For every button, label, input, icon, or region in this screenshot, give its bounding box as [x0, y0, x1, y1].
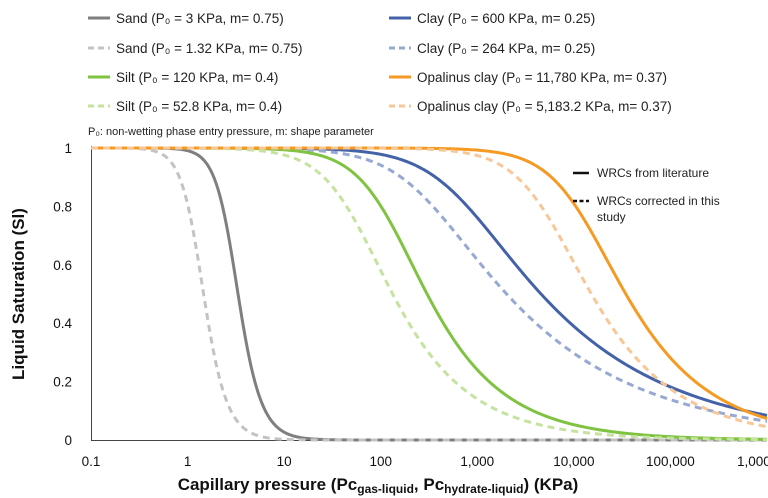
x-tick-label: 0.1: [82, 454, 101, 469]
series-layer: [91, 148, 767, 440]
y-tick-label: 0.4: [53, 316, 72, 331]
y-tick-label: 0: [64, 433, 72, 448]
x-tick-label: 10: [277, 454, 292, 469]
x-title-pc1: Pc: [336, 475, 357, 494]
inner-legend-label: WRCs corrected in this: [597, 194, 720, 208]
series-line: [91, 148, 767, 427]
x-title-sub1: gas-liquid: [357, 482, 414, 496]
x-title-sep: ,: [414, 475, 423, 494]
x-tick-label: 1,000: [460, 454, 494, 469]
legend-label: Opalinus clay (P₀ = 11,780 KPa, m= 0.37): [417, 70, 667, 85]
series-line: [91, 148, 767, 440]
plot-area: 0.1 1 10 100 1,000 10,000 100,000 1,000,000 0 0.…: [53, 141, 768, 469]
x-tick-label: 1,000,000: [737, 454, 768, 469]
x-tick-label: 100,000: [646, 454, 695, 469]
x-tick-label: 100: [369, 454, 392, 469]
legend-label: Silt (P₀ = 120 KPa, m= 0.4): [116, 70, 278, 85]
x-title-prefix: Capillary pressure (: [178, 475, 337, 494]
legend: Sand (P₀ = 3 KPa, m= 0.75) Clay (P₀ = 600…: [88, 11, 672, 114]
x-tick-label: 1: [184, 454, 192, 469]
legend-label: Opalinus clay (P₀ = 5,183.2 KPa, m= 0.37…: [417, 99, 672, 114]
parameter-note: P₀: non-wetting phase entry pressure, m:…: [88, 126, 374, 138]
y-tick-label: 0.8: [53, 199, 72, 214]
y-tick-label: 0.2: [53, 375, 72, 390]
legend-label: Sand (P₀ = 1.32 KPa, m= 0.75): [116, 41, 302, 56]
series-line: [91, 148, 767, 421]
series-line: [91, 148, 767, 415]
series-line: [91, 148, 767, 440]
y-axis-title: Liquid Saturation (Sl): [9, 208, 28, 380]
x-title-suffix: ) (KPa): [524, 475, 579, 494]
inner-legend-label-cont: study: [597, 210, 626, 224]
legend-label: Clay (P₀ = 600 KPa, m= 0.25): [417, 11, 595, 26]
y-tick-labels: 0 0.2 0.4 0.6 0.8 1: [53, 141, 72, 448]
legend-label: Silt (P₀ = 52.8 KPa, m= 0.4): [116, 99, 282, 114]
x-title-pc2: Pc: [423, 475, 444, 494]
x-title-sub2: hydrate-liquid: [444, 482, 523, 496]
y-tick-label: 1: [64, 141, 72, 156]
x-axis-title: Capillary pressure (Pcgas-liquid, Pchydr…: [178, 475, 579, 496]
inner-legend: WRCs from literature WRCs corrected in th…: [573, 166, 720, 224]
inner-legend-label: WRCs from literature: [597, 166, 709, 180]
series-line: [91, 148, 767, 439]
legend-label: Clay (P₀ = 264 KPa, m= 0.25): [417, 41, 595, 56]
y-tick-label: 0.6: [53, 258, 72, 273]
x-tick-labels: 0.1 1 10 100 1,000 10,000 100,000 1,000,000: [82, 454, 768, 469]
x-tick-label: 10,000: [553, 454, 594, 469]
series-line: [91, 148, 767, 419]
legend-label: Sand (P₀ = 3 KPa, m= 0.75): [116, 11, 284, 26]
series-line: [91, 148, 767, 440]
